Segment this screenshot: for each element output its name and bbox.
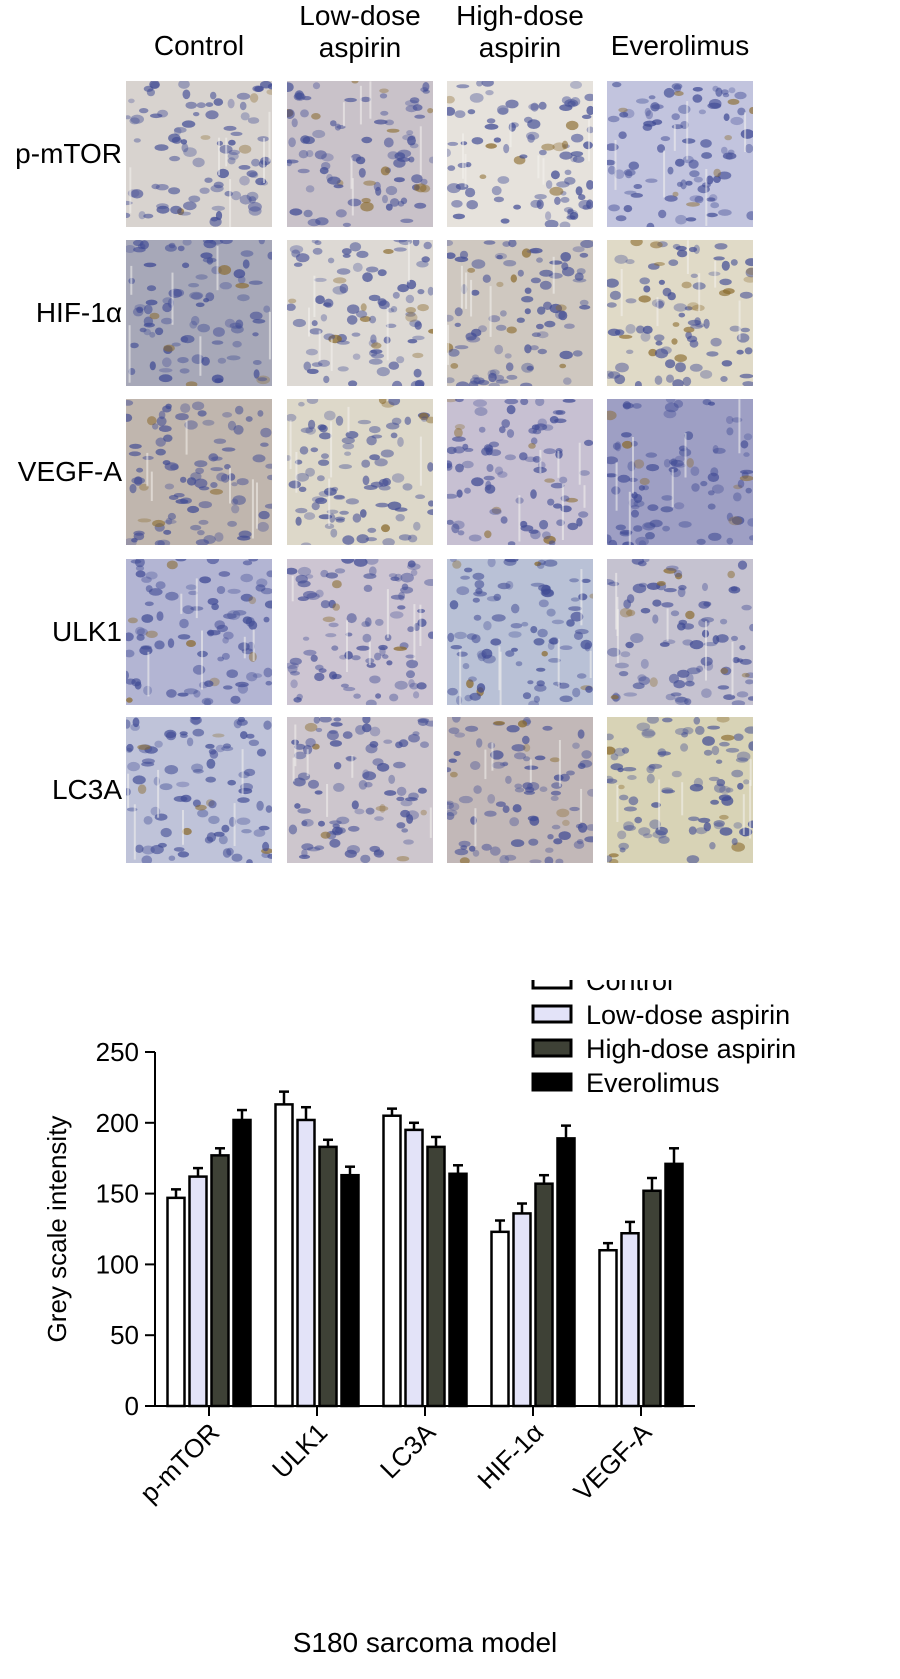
grey-scale-bar-chart: 0 50 100 150 200 250 Grey scale intensity p-mTO… — [42, 980, 796, 1658]
micrograph-tile — [287, 717, 433, 863]
legend-label: High-dose aspirin — [586, 1034, 796, 1064]
bar — [490, 1230, 510, 1408]
bar — [598, 1248, 618, 1408]
bar — [318, 1145, 338, 1408]
row-label: LC3A — [51, 774, 122, 805]
column-header: High-dose aspirin — [456, 0, 584, 63]
row-label: p-mTOR — [15, 138, 122, 169]
x-tick-label: ULK1 — [266, 1417, 333, 1484]
bar — [274, 1103, 294, 1408]
column-header: Everolimus — [610, 30, 750, 61]
bar — [166, 1196, 186, 1408]
y-tick-label: 250 — [96, 1037, 139, 1067]
bar — [340, 1173, 360, 1408]
micrograph-tile — [607, 717, 753, 863]
bar — [620, 1231, 640, 1408]
legend-swatch — [531, 980, 573, 990]
micrograph-tile — [126, 399, 272, 545]
micrograph-tile — [447, 559, 593, 705]
micrograph-tile — [447, 81, 593, 227]
y-axis-title: Grey scale intensity — [42, 1116, 72, 1343]
micrograph-tile — [447, 399, 593, 545]
column-header: Control — [153, 30, 245, 61]
row-label: VEGF-A — [17, 456, 122, 487]
legend-swatch — [531, 1038, 573, 1058]
x-tick-label: p-mTOR — [134, 1417, 225, 1508]
micrograph-tile — [607, 559, 753, 705]
bar — [534, 1182, 554, 1408]
micrograph-tile — [287, 559, 433, 705]
bar — [382, 1114, 402, 1408]
x-axis-title: S180 sarcoma model — [293, 1627, 558, 1658]
micrograph-tile — [607, 81, 753, 227]
legend-label: Low-dose aspirin — [586, 1000, 790, 1030]
micrograph-tile — [447, 717, 593, 863]
legend-swatch — [531, 1004, 573, 1024]
bar — [512, 1212, 532, 1408]
bar — [404, 1128, 424, 1408]
y-tick-label: 50 — [110, 1320, 139, 1350]
column-header: Low-dose aspirin — [299, 0, 421, 63]
micrograph-tile — [287, 81, 433, 227]
x-tick-label: VEGF-A — [568, 1417, 658, 1507]
y-tick-label: 200 — [96, 1108, 139, 1138]
bar — [642, 1189, 662, 1408]
bar — [210, 1154, 230, 1408]
x-tick-label: LC3A — [374, 1417, 442, 1485]
bar — [296, 1118, 316, 1408]
micrograph-tile — [126, 81, 272, 227]
micrograph-tile — [447, 240, 593, 386]
legend-swatch — [531, 1072, 573, 1092]
micrograph-tile — [607, 399, 753, 545]
bar — [232, 1118, 252, 1408]
bar — [664, 1162, 684, 1408]
micrograph-tile — [287, 399, 433, 545]
micrograph-tile — [126, 240, 272, 386]
legend-label: Control — [586, 980, 673, 996]
y-tick-label: 0 — [125, 1391, 139, 1421]
micrograph-tile — [287, 240, 433, 386]
micrograph-tile — [126, 717, 272, 863]
row-label: HIF-1α — [35, 297, 122, 328]
micrograph-tile — [607, 240, 753, 386]
y-tick-label: 100 — [96, 1249, 139, 1279]
micrograph-tile — [126, 559, 272, 705]
bar — [426, 1145, 446, 1408]
legend-label: Everolimus — [586, 1068, 720, 1098]
bar — [188, 1175, 208, 1408]
x-tick-label: HIF-1α — [471, 1417, 549, 1495]
bar — [448, 1172, 468, 1408]
y-tick-label: 150 — [96, 1179, 139, 1209]
row-label: ULK1 — [51, 616, 122, 647]
bar — [556, 1137, 576, 1408]
